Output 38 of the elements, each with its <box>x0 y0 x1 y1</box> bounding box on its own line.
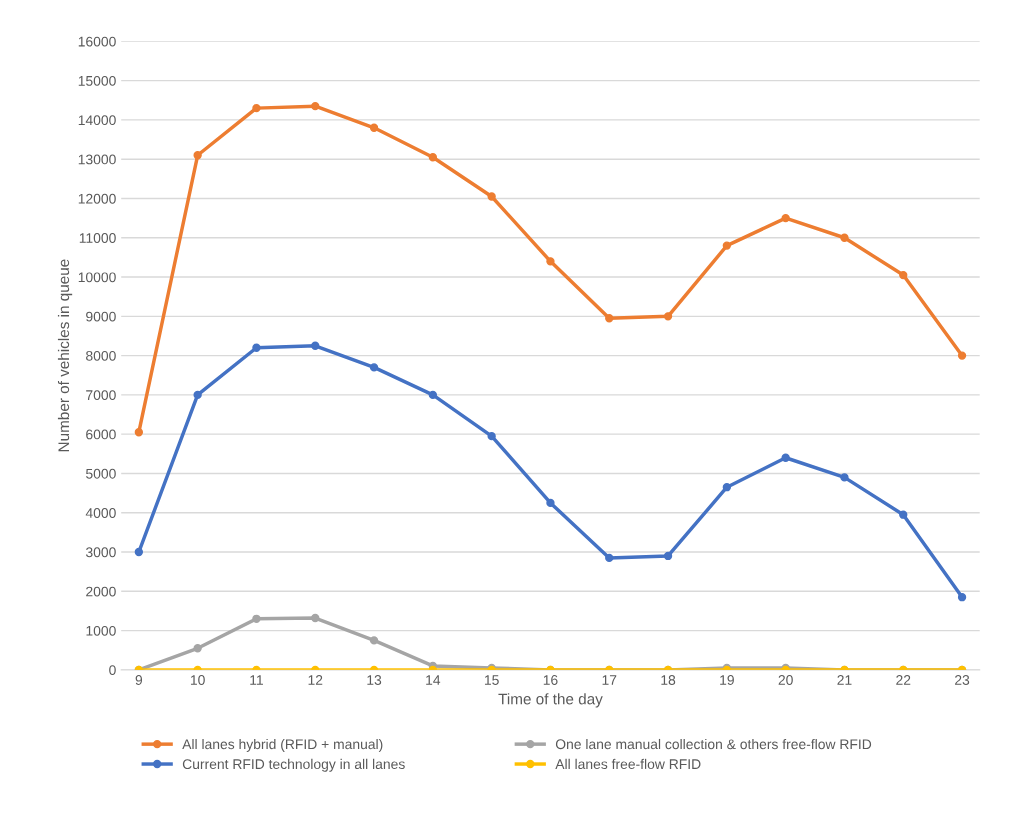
y-tick-label: 1000 <box>86 625 116 636</box>
x-tick-label: 19 <box>720 675 734 685</box>
x-axis-title: Time of the day <box>498 693 603 708</box>
y-tick-label: 8000 <box>86 350 116 361</box>
x-tick-label: 15 <box>484 675 499 685</box>
y-tick-label: 6000 <box>86 429 116 440</box>
y-tick-label: 7000 <box>86 390 116 401</box>
legend-label: All lanes free-flow RFID <box>555 758 701 770</box>
y-tick-label: 12000 <box>78 193 116 204</box>
x-tick-label: 13 <box>367 675 382 685</box>
y-tick-label: 10000 <box>78 272 116 283</box>
y-tick-label: 5000 <box>86 468 116 479</box>
legend-label: All lanes hybrid (RFID + manual) <box>182 738 383 752</box>
x-tick-label: 21 <box>837 675 852 685</box>
y-tick-label: 9000 <box>86 311 116 322</box>
y-axis-title: Number of vehicles in queue <box>57 259 73 452</box>
y-tick-label: 16000 <box>78 36 116 47</box>
x-tick-label: 22 <box>896 675 911 685</box>
x-tick-label: 11 <box>250 675 263 685</box>
x-tick-label: 12 <box>308 675 323 685</box>
y-tick-label: 13000 <box>78 154 116 165</box>
y-tick-label: 2000 <box>86 586 116 597</box>
y-tick-label: 11000 <box>79 233 116 243</box>
x-tick-label: 10 <box>190 675 205 685</box>
x-tick-label: 14 <box>426 675 441 685</box>
y-tick-label: 0 <box>109 665 116 676</box>
y-tick-label: 4000 <box>85 508 116 518</box>
y-tick-label: 3000 <box>85 547 116 558</box>
x-tick-label: 16 <box>543 675 558 685</box>
legend-label: Current RFID technology in all lanes <box>182 758 405 772</box>
y-tick-label: 14000 <box>78 115 116 126</box>
x-tick-label: 20 <box>778 675 793 685</box>
x-tick-label: 17 <box>602 675 617 685</box>
x-tick-label: 23 <box>955 675 970 685</box>
x-tick-label: 9 <box>135 675 143 685</box>
x-tick-label: 18 <box>661 675 676 685</box>
legend-label: One lane manual collection & others free-flow RFID <box>555 738 872 750</box>
y-tick-label: 15000 <box>78 75 116 86</box>
